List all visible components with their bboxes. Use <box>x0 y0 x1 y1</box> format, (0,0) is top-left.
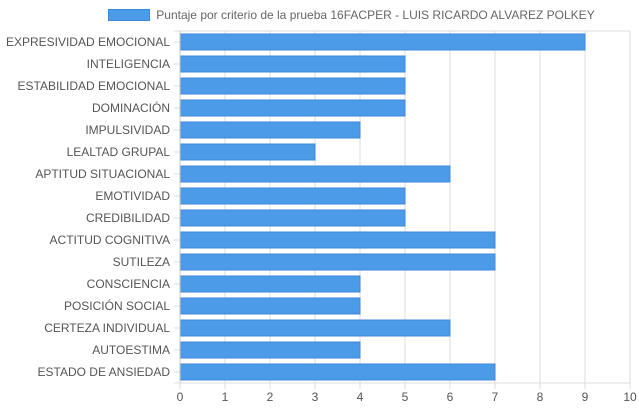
category-label: AUTOESTIMA <box>92 343 170 357</box>
category-label: ESTADO DE ANSIEDAD <box>38 365 171 379</box>
category-label: IMPULSIVIDAD <box>85 123 170 137</box>
bar <box>179 231 496 249</box>
category-label: CREDIBILIDAD <box>86 211 170 225</box>
category-label: APTITUD SITUACIONAL <box>35 167 170 181</box>
bar <box>179 187 406 205</box>
x-tick-label: 4 <box>357 390 364 404</box>
bar <box>179 253 496 271</box>
category-label: LEALTAD GRUPAL <box>67 145 171 159</box>
chart-legend[interactable]: Puntaje por criterio de la prueba 16FACP… <box>0 5 639 25</box>
x-tick-label: 1 <box>222 390 229 404</box>
bar <box>179 165 451 183</box>
category-label: CONSCIENCIA <box>87 277 170 291</box>
bar <box>179 99 406 117</box>
category-label: INTELIGENCIA <box>87 57 170 71</box>
category-label: POSICIÓN SOCIAL <box>64 298 170 313</box>
legend-swatch <box>108 9 151 21</box>
x-tick-label: 0 <box>177 390 184 404</box>
bar <box>179 319 451 337</box>
x-tick-label: 2 <box>267 390 274 404</box>
bar <box>179 341 361 359</box>
x-tick-label: 8 <box>537 390 544 404</box>
bar <box>179 121 361 139</box>
category-label: CERTEZA INDIVIDUAL <box>44 321 170 335</box>
category-label: ACTITUD COGNITIVA <box>50 233 170 247</box>
category-label: ESTABILIDAD EMOCIONAL <box>18 79 171 93</box>
category-label: DOMINACIÓN <box>92 100 170 115</box>
x-tick-label: 3 <box>312 390 319 404</box>
category-label: EXPRESIVIDAD EMOCIONAL <box>6 35 170 49</box>
bar <box>179 275 361 293</box>
bar <box>179 363 496 381</box>
x-tick-label: 7 <box>492 390 499 404</box>
category-label: SUTILEZA <box>113 255 170 269</box>
x-tick-label: 6 <box>447 390 454 404</box>
x-tick-label: 10 <box>623 390 637 404</box>
bar <box>179 143 316 161</box>
category-label: EMOTIVIDAD <box>95 189 170 203</box>
bar <box>179 77 406 95</box>
x-tick-label: 9 <box>582 390 589 404</box>
bar <box>179 33 586 51</box>
x-tick-label: 5 <box>402 390 409 404</box>
bar <box>179 55 406 73</box>
bar <box>179 209 406 227</box>
bar <box>179 297 361 315</box>
legend-label: Puntaje por criterio de la prueba 16FACP… <box>156 8 595 22</box>
